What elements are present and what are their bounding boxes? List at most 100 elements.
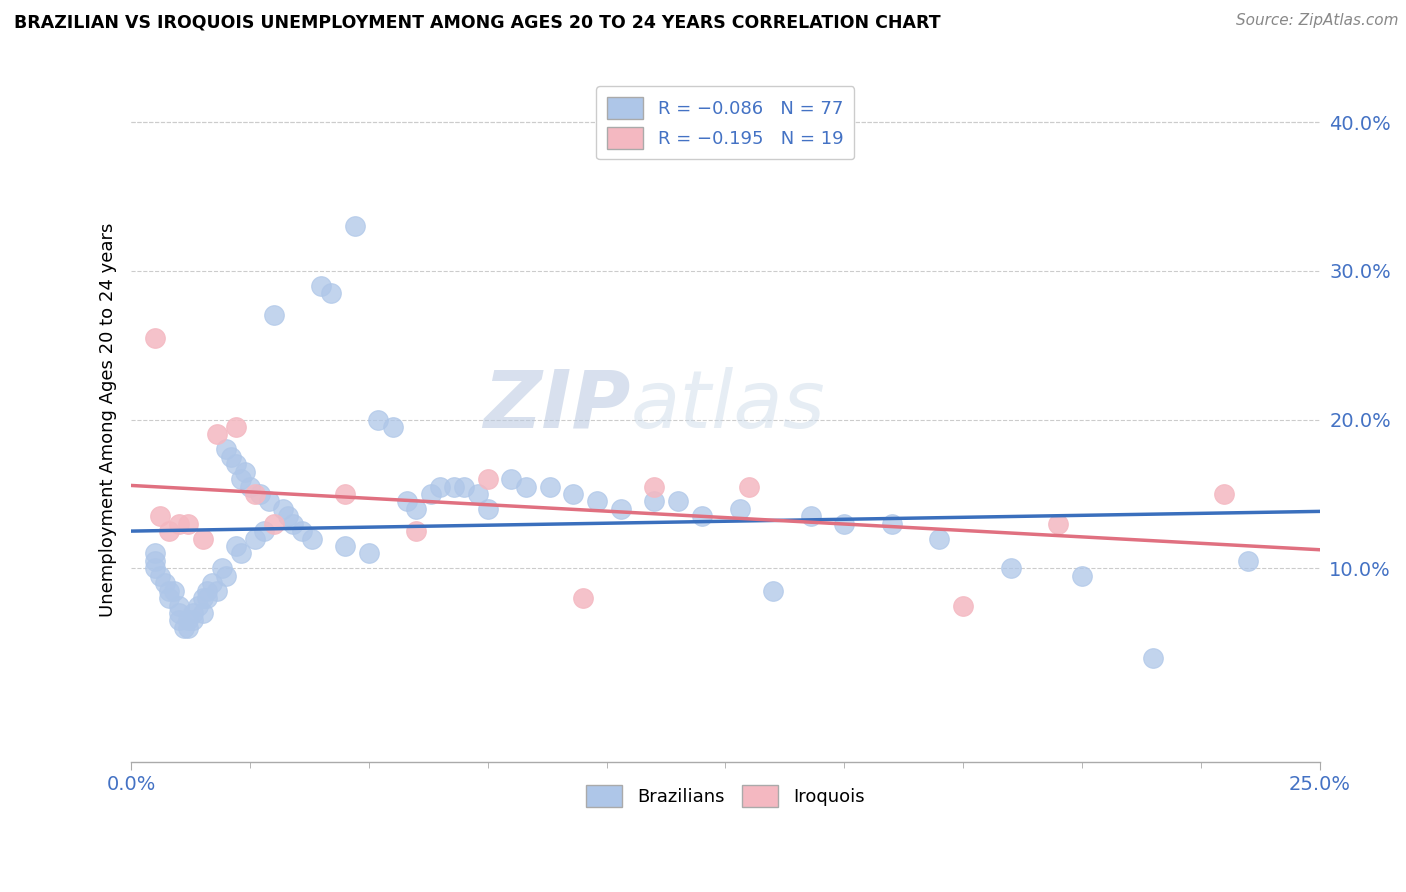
Point	[381, 420, 404, 434]
Point	[832, 516, 855, 531]
Point	[167, 614, 190, 628]
Point	[952, 599, 974, 613]
Point	[643, 479, 665, 493]
Point	[181, 614, 204, 628]
Y-axis label: Unemployment Among Ages 20 to 24 years: Unemployment Among Ages 20 to 24 years	[100, 222, 117, 616]
Point	[419, 487, 441, 501]
Point	[249, 487, 271, 501]
Point	[467, 487, 489, 501]
Point	[177, 516, 200, 531]
Point	[257, 494, 280, 508]
Point	[572, 591, 595, 606]
Point	[187, 599, 209, 613]
Point	[205, 427, 228, 442]
Point	[143, 554, 166, 568]
Point	[219, 450, 242, 464]
Point	[562, 487, 585, 501]
Point	[263, 516, 285, 531]
Point	[738, 479, 761, 493]
Point	[243, 532, 266, 546]
Point	[167, 599, 190, 613]
Point	[143, 547, 166, 561]
Point	[143, 331, 166, 345]
Point	[291, 524, 314, 538]
Point	[333, 539, 356, 553]
Point	[215, 442, 238, 457]
Point	[515, 479, 537, 493]
Point	[239, 479, 262, 493]
Point	[1213, 487, 1236, 501]
Point	[333, 487, 356, 501]
Point	[211, 561, 233, 575]
Point	[1237, 554, 1260, 568]
Point	[229, 472, 252, 486]
Text: BRAZILIAN VS IROQUOIS UNEMPLOYMENT AMONG AGES 20 TO 24 YEARS CORRELATION CHART: BRAZILIAN VS IROQUOIS UNEMPLOYMENT AMONG…	[14, 13, 941, 31]
Point	[501, 472, 523, 486]
Point	[177, 614, 200, 628]
Point	[690, 509, 713, 524]
Point	[153, 576, 176, 591]
Point	[225, 420, 247, 434]
Point	[191, 532, 214, 546]
Point	[191, 591, 214, 606]
Point	[800, 509, 823, 524]
Point	[319, 286, 342, 301]
Point	[343, 219, 366, 234]
Point	[233, 465, 256, 479]
Point	[225, 539, 247, 553]
Point	[263, 309, 285, 323]
Point	[181, 606, 204, 620]
Point	[666, 494, 689, 508]
Point	[281, 516, 304, 531]
Point	[167, 516, 190, 531]
Point	[477, 472, 499, 486]
Point	[215, 569, 238, 583]
Point	[1142, 650, 1164, 665]
Point	[762, 583, 785, 598]
Point	[167, 606, 190, 620]
Point	[477, 501, 499, 516]
Point	[880, 516, 903, 531]
Point	[301, 532, 323, 546]
Point	[395, 494, 418, 508]
Point	[728, 501, 751, 516]
Point	[205, 583, 228, 598]
Point	[1047, 516, 1070, 531]
Point	[405, 524, 427, 538]
Point	[311, 278, 333, 293]
Point	[357, 547, 380, 561]
Point	[253, 524, 276, 538]
Point	[643, 494, 665, 508]
Point	[157, 591, 180, 606]
Point	[443, 479, 465, 493]
Point	[157, 524, 180, 538]
Point	[405, 501, 427, 516]
Point	[149, 569, 172, 583]
Point	[225, 457, 247, 471]
Point	[928, 532, 950, 546]
Point	[173, 621, 195, 635]
Point	[143, 561, 166, 575]
Point	[195, 583, 218, 598]
Point	[610, 501, 633, 516]
Point	[538, 479, 561, 493]
Point	[273, 501, 295, 516]
Point	[149, 509, 172, 524]
Point	[453, 479, 475, 493]
Point	[1000, 561, 1022, 575]
Legend: Brazilians, Iroquois: Brazilians, Iroquois	[579, 778, 872, 814]
Point	[191, 606, 214, 620]
Point	[243, 487, 266, 501]
Point	[163, 583, 186, 598]
Point	[201, 576, 224, 591]
Text: ZIP: ZIP	[482, 367, 630, 445]
Point	[229, 547, 252, 561]
Point	[177, 621, 200, 635]
Point	[586, 494, 609, 508]
Point	[157, 583, 180, 598]
Point	[195, 591, 218, 606]
Point	[429, 479, 451, 493]
Point	[1070, 569, 1092, 583]
Text: Source: ZipAtlas.com: Source: ZipAtlas.com	[1236, 13, 1399, 29]
Point	[367, 412, 389, 426]
